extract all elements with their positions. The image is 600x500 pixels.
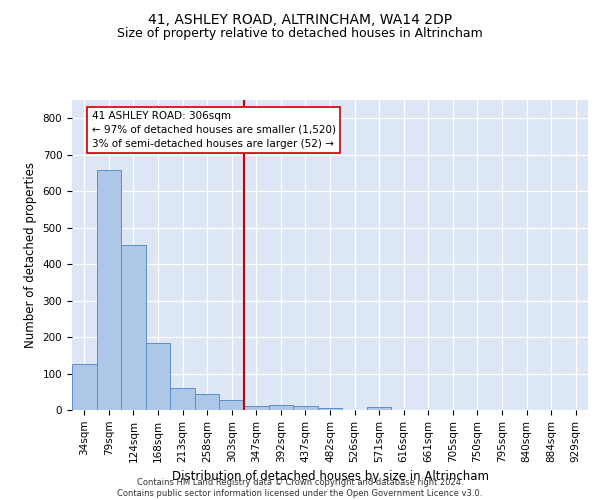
Text: 41, ASHLEY ROAD, ALTRINCHAM, WA14 2DP: 41, ASHLEY ROAD, ALTRINCHAM, WA14 2DP	[148, 12, 452, 26]
Bar	[293, 406, 318, 410]
Bar	[367, 407, 391, 410]
Bar	[318, 408, 342, 410]
Bar	[121, 245, 146, 410]
Bar	[170, 388, 195, 410]
Text: Size of property relative to detached houses in Altrincham: Size of property relative to detached ho…	[117, 28, 483, 40]
Text: 41 ASHLEY ROAD: 306sqm
← 97% of detached houses are smaller (1,520)
3% of semi-d: 41 ASHLEY ROAD: 306sqm ← 97% of detached…	[92, 111, 335, 149]
Y-axis label: Number of detached properties: Number of detached properties	[24, 162, 37, 348]
Bar	[97, 170, 121, 410]
Bar	[146, 344, 170, 410]
Bar	[220, 400, 244, 410]
Bar	[269, 406, 293, 410]
Bar	[72, 364, 97, 410]
Text: Contains HM Land Registry data © Crown copyright and database right 2024.
Contai: Contains HM Land Registry data © Crown c…	[118, 478, 482, 498]
Bar	[195, 394, 220, 410]
X-axis label: Distribution of detached houses by size in Altrincham: Distribution of detached houses by size …	[172, 470, 488, 483]
Bar	[244, 406, 269, 410]
